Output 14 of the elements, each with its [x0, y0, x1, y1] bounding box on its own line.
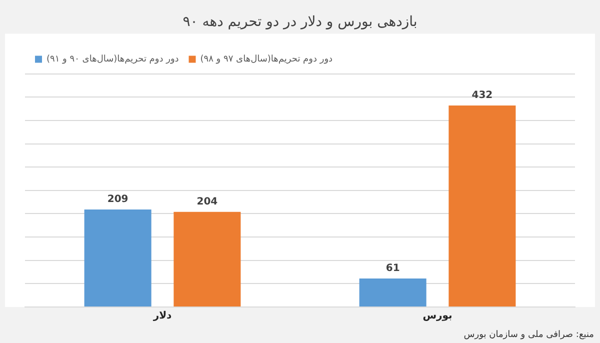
legend-label: دور دوم تحریم‌ها(سال‌های ۹۷ و ۹۸) [200, 54, 333, 65]
bar [448, 106, 516, 306]
text: منبع: صرافی ملی و سازمان بورس [464, 330, 594, 340]
x-tick-label: بورس [422, 310, 452, 322]
data-label: 61 [386, 263, 400, 274]
legend-label: دور دوم تحریم‌ها(سال‌های ۹۰ و ۹۱) [46, 54, 179, 65]
chart-title: بازدهی بورس و دلار در دو تحریم دهه ۹۰ [182, 14, 418, 30]
data-label: 432 [472, 90, 493, 102]
bar [84, 210, 152, 306]
data-label: 209 [107, 194, 128, 206]
x-tick-label: دلار [152, 310, 172, 322]
data-label: 204 [196, 196, 218, 208]
bar [359, 278, 426, 306]
bar [174, 212, 241, 306]
